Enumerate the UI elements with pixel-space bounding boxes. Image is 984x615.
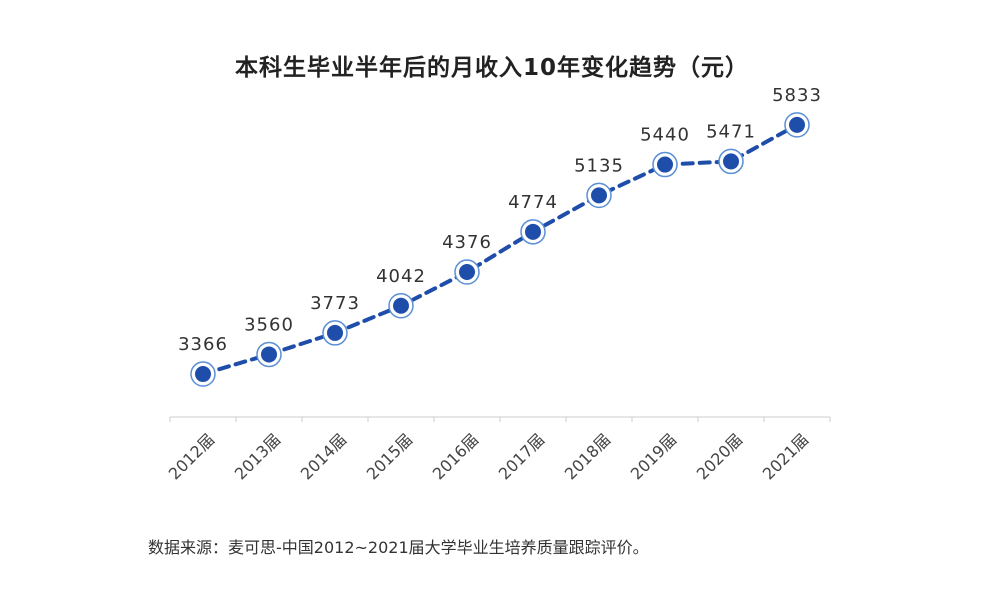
x-tick-label: 2014届 — [297, 430, 351, 484]
data-markers — [190, 112, 810, 387]
data-labels: 3366 3560 3773 4042 4376 4774 5135 5440 5471 5833 — [178, 85, 822, 355]
data-point — [520, 219, 546, 245]
data-point — [190, 361, 216, 387]
x-axis-ticks — [169, 417, 831, 422]
x-axis-labels: 2012届 2013届 2014届 2015届 2016届 2017届 2018届 2019届… — [165, 430, 813, 484]
x-tick-label: 2020届 — [693, 430, 747, 484]
x-tick-label: 2012届 — [165, 430, 219, 484]
x-tick-label: 2013届 — [231, 430, 285, 484]
data-label: 4376 — [442, 232, 492, 253]
data-label: 5440 — [640, 125, 690, 146]
x-tick-label: 2019届 — [627, 430, 681, 484]
data-point — [322, 320, 348, 346]
data-label: 3366 — [178, 334, 228, 355]
data-label: 4042 — [376, 266, 426, 287]
x-tick-label: 2017届 — [495, 430, 549, 484]
x-tick-label: 2018届 — [561, 430, 615, 484]
data-point — [256, 341, 282, 368]
data-point — [586, 182, 612, 209]
source-note: 数据来源：麦可思-中国2012~2021届大学毕业生培养质量跟踪评价。 — [148, 538, 649, 557]
data-label: 4774 — [508, 192, 558, 213]
data-point — [784, 112, 810, 138]
chart-title: 本科生毕业半年后的月收入10年变化趋势（元） — [234, 55, 749, 81]
data-label: 3560 — [244, 314, 294, 335]
x-tick-label: 2021届 — [759, 430, 813, 484]
x-tick-label: 2016届 — [429, 430, 483, 484]
series-line — [201, 122, 799, 376]
data-point — [388, 293, 414, 319]
data-point — [454, 259, 480, 285]
data-label: 5471 — [706, 121, 756, 142]
data-label: 5135 — [574, 155, 624, 176]
data-label: 3773 — [310, 293, 360, 314]
x-tick-label: 2015届 — [363, 430, 417, 484]
data-point — [718, 148, 744, 175]
data-label: 5833 — [772, 85, 822, 106]
data-point — [652, 151, 678, 178]
